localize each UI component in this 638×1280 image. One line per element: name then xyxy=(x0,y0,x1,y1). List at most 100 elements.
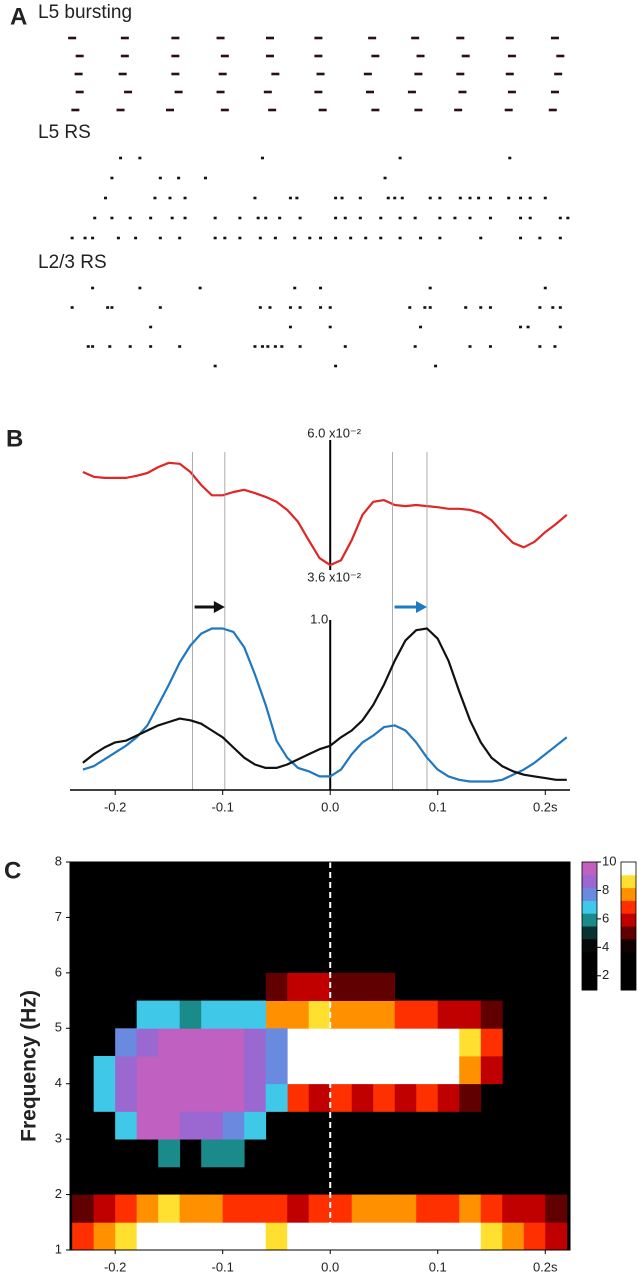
heat-cell xyxy=(394,1083,417,1112)
spike xyxy=(298,345,302,348)
heat-cell xyxy=(93,1194,116,1223)
spike xyxy=(83,236,87,240)
spike xyxy=(550,36,559,40)
heat-cell xyxy=(201,1000,224,1029)
heat-cell xyxy=(330,1028,353,1057)
x-tick-label: 0.2s xyxy=(533,799,558,814)
colorbar-tick-label: 2 xyxy=(602,967,609,982)
spike xyxy=(120,54,129,58)
spike xyxy=(319,306,323,309)
heat-cell xyxy=(136,1194,159,1223)
spike xyxy=(413,216,417,220)
spike xyxy=(566,216,570,220)
heat-cell xyxy=(308,1083,331,1112)
colorbar-step xyxy=(621,862,636,876)
heat-cell xyxy=(373,1000,396,1029)
spike xyxy=(554,72,563,76)
heat-cell xyxy=(265,1028,288,1057)
heat-cell xyxy=(222,1139,245,1168)
panel-label: C xyxy=(4,857,21,884)
spike xyxy=(168,196,172,200)
spike xyxy=(488,196,492,200)
spike xyxy=(213,216,217,220)
heat-cell xyxy=(287,1000,310,1029)
spike xyxy=(419,236,423,240)
heat-cell xyxy=(244,1000,267,1029)
heat-cell xyxy=(115,1111,138,1140)
heat-cell xyxy=(244,1222,267,1251)
heat-cell xyxy=(330,1056,353,1085)
spike xyxy=(218,72,227,76)
y-tick-label: 6.0 x10⁻² xyxy=(307,425,362,440)
spike xyxy=(103,196,107,200)
spike xyxy=(128,345,132,348)
heat-cell xyxy=(115,1028,138,1057)
spike xyxy=(260,156,264,160)
spike xyxy=(558,236,562,240)
heat-cell xyxy=(179,1222,202,1251)
heat-cell xyxy=(136,1111,159,1140)
spike xyxy=(548,108,557,112)
spike xyxy=(308,236,312,240)
heat-cell xyxy=(502,1194,525,1223)
heat-cell xyxy=(351,1083,374,1112)
spike xyxy=(170,216,174,220)
spike xyxy=(368,36,377,40)
heat-cell xyxy=(287,1222,310,1251)
y-tick-label: 4 xyxy=(55,1075,62,1090)
heat-cell xyxy=(244,1056,267,1085)
spike xyxy=(519,236,523,240)
spike xyxy=(118,72,127,76)
colorbar-step xyxy=(582,874,597,889)
heat-cell xyxy=(459,1056,482,1085)
spike xyxy=(488,345,492,348)
spike xyxy=(183,196,187,200)
spike xyxy=(438,236,442,240)
spike xyxy=(505,72,514,76)
spike xyxy=(153,196,157,200)
heat-cell xyxy=(201,1222,224,1251)
colorbar-tick-label: 10 xyxy=(602,853,616,868)
spike xyxy=(106,306,110,309)
spike xyxy=(507,54,516,58)
spike xyxy=(86,345,90,348)
spike xyxy=(419,325,423,329)
heat-cell xyxy=(158,1028,181,1057)
spike xyxy=(238,216,242,220)
spike xyxy=(223,236,227,240)
spike xyxy=(75,90,84,94)
spike xyxy=(93,216,97,220)
spike xyxy=(334,216,338,220)
spike xyxy=(458,196,462,200)
spike xyxy=(543,196,547,200)
spike xyxy=(268,306,272,309)
heat-cell xyxy=(222,1111,245,1140)
y-tick-label: 5 xyxy=(55,1020,62,1035)
spike xyxy=(556,54,565,58)
spike xyxy=(266,345,270,348)
spike xyxy=(423,306,427,309)
heat-cell xyxy=(416,1222,439,1251)
heat-cell xyxy=(459,1000,482,1029)
spike xyxy=(253,196,257,200)
heat-cell xyxy=(179,1194,202,1223)
spike xyxy=(71,108,80,112)
colorbar-step xyxy=(621,926,636,940)
heat-cell xyxy=(416,1083,439,1112)
spike xyxy=(149,325,153,329)
spike xyxy=(220,54,229,58)
spike xyxy=(110,216,114,220)
heat-cell xyxy=(351,972,374,1001)
spike xyxy=(505,36,514,40)
spike xyxy=(298,306,302,309)
heat-cell xyxy=(373,1222,396,1251)
y-tick-label: 8 xyxy=(55,853,62,868)
spike xyxy=(519,216,523,220)
heat-cell xyxy=(330,1222,353,1251)
spike xyxy=(138,286,142,290)
spike xyxy=(379,236,383,240)
spike xyxy=(479,306,483,309)
spike xyxy=(458,90,467,94)
line xyxy=(82,461,568,567)
heat-cell xyxy=(136,1000,159,1029)
